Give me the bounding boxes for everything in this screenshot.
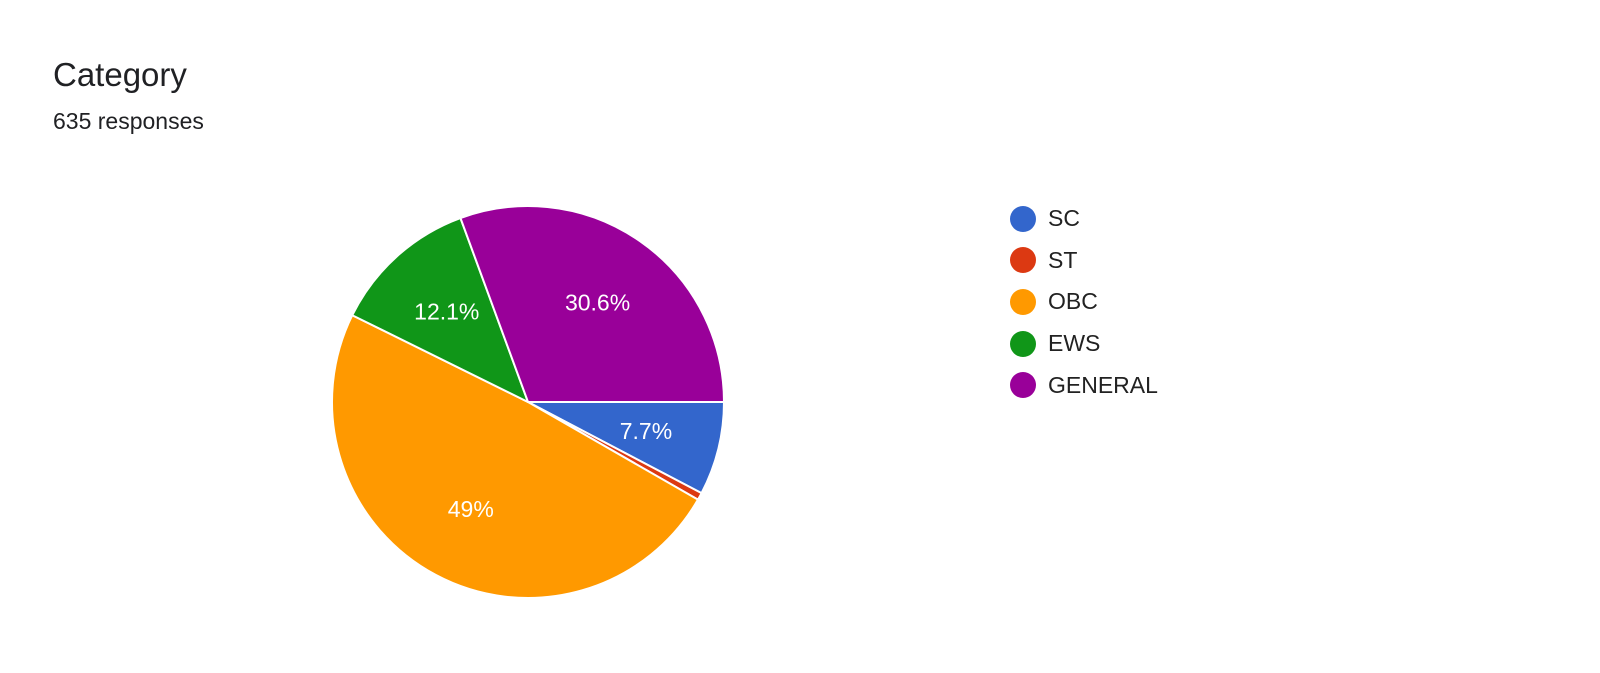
chart-legend: SC ST OBC EWS GENERAL [1010, 198, 1158, 406]
legend-label: SC [1048, 205, 1080, 232]
legend-swatch-icon [1010, 372, 1036, 399]
legend-item-obc: OBC [1010, 281, 1158, 323]
pie-labels: 7.7% 49% 12.1% 30.6% [414, 289, 672, 522]
legend-swatch-icon [1010, 288, 1036, 315]
chart-title: Category [53, 56, 187, 93]
pie-slice-sc [527, 401, 725, 495]
pie-slice-obc [331, 314, 699, 599]
legend-label: EWS [1048, 330, 1101, 357]
legend-item-st: ST [1010, 240, 1158, 282]
pie-slice-label-ews: 12.1% [414, 299, 479, 325]
pie-slices [331, 205, 725, 599]
pie-chart: 7.7% 49% 12.1% 30.6% [331, 205, 725, 599]
pie-slice-label-obc: 49% [448, 496, 494, 522]
legend-swatch-icon [1010, 205, 1036, 232]
legend-swatch-icon [1010, 247, 1036, 274]
legend-label: OBC [1048, 288, 1098, 315]
legend-item-sc: SC [1010, 198, 1158, 240]
pie-slice-label-general: 30.6% [565, 289, 630, 315]
legend-item-ews: EWS [1010, 323, 1158, 365]
pie-slice-ews [351, 217, 529, 403]
legend-swatch-icon [1010, 330, 1036, 357]
pie-slice-label-sc: 7.7% [620, 418, 672, 444]
legend-item-general: GENERAL [1010, 364, 1158, 406]
response-count: 635 responses [53, 108, 204, 134]
pie-slice-general [459, 205, 725, 403]
legend-label: GENERAL [1048, 371, 1158, 398]
legend-label: ST [1048, 246, 1078, 273]
